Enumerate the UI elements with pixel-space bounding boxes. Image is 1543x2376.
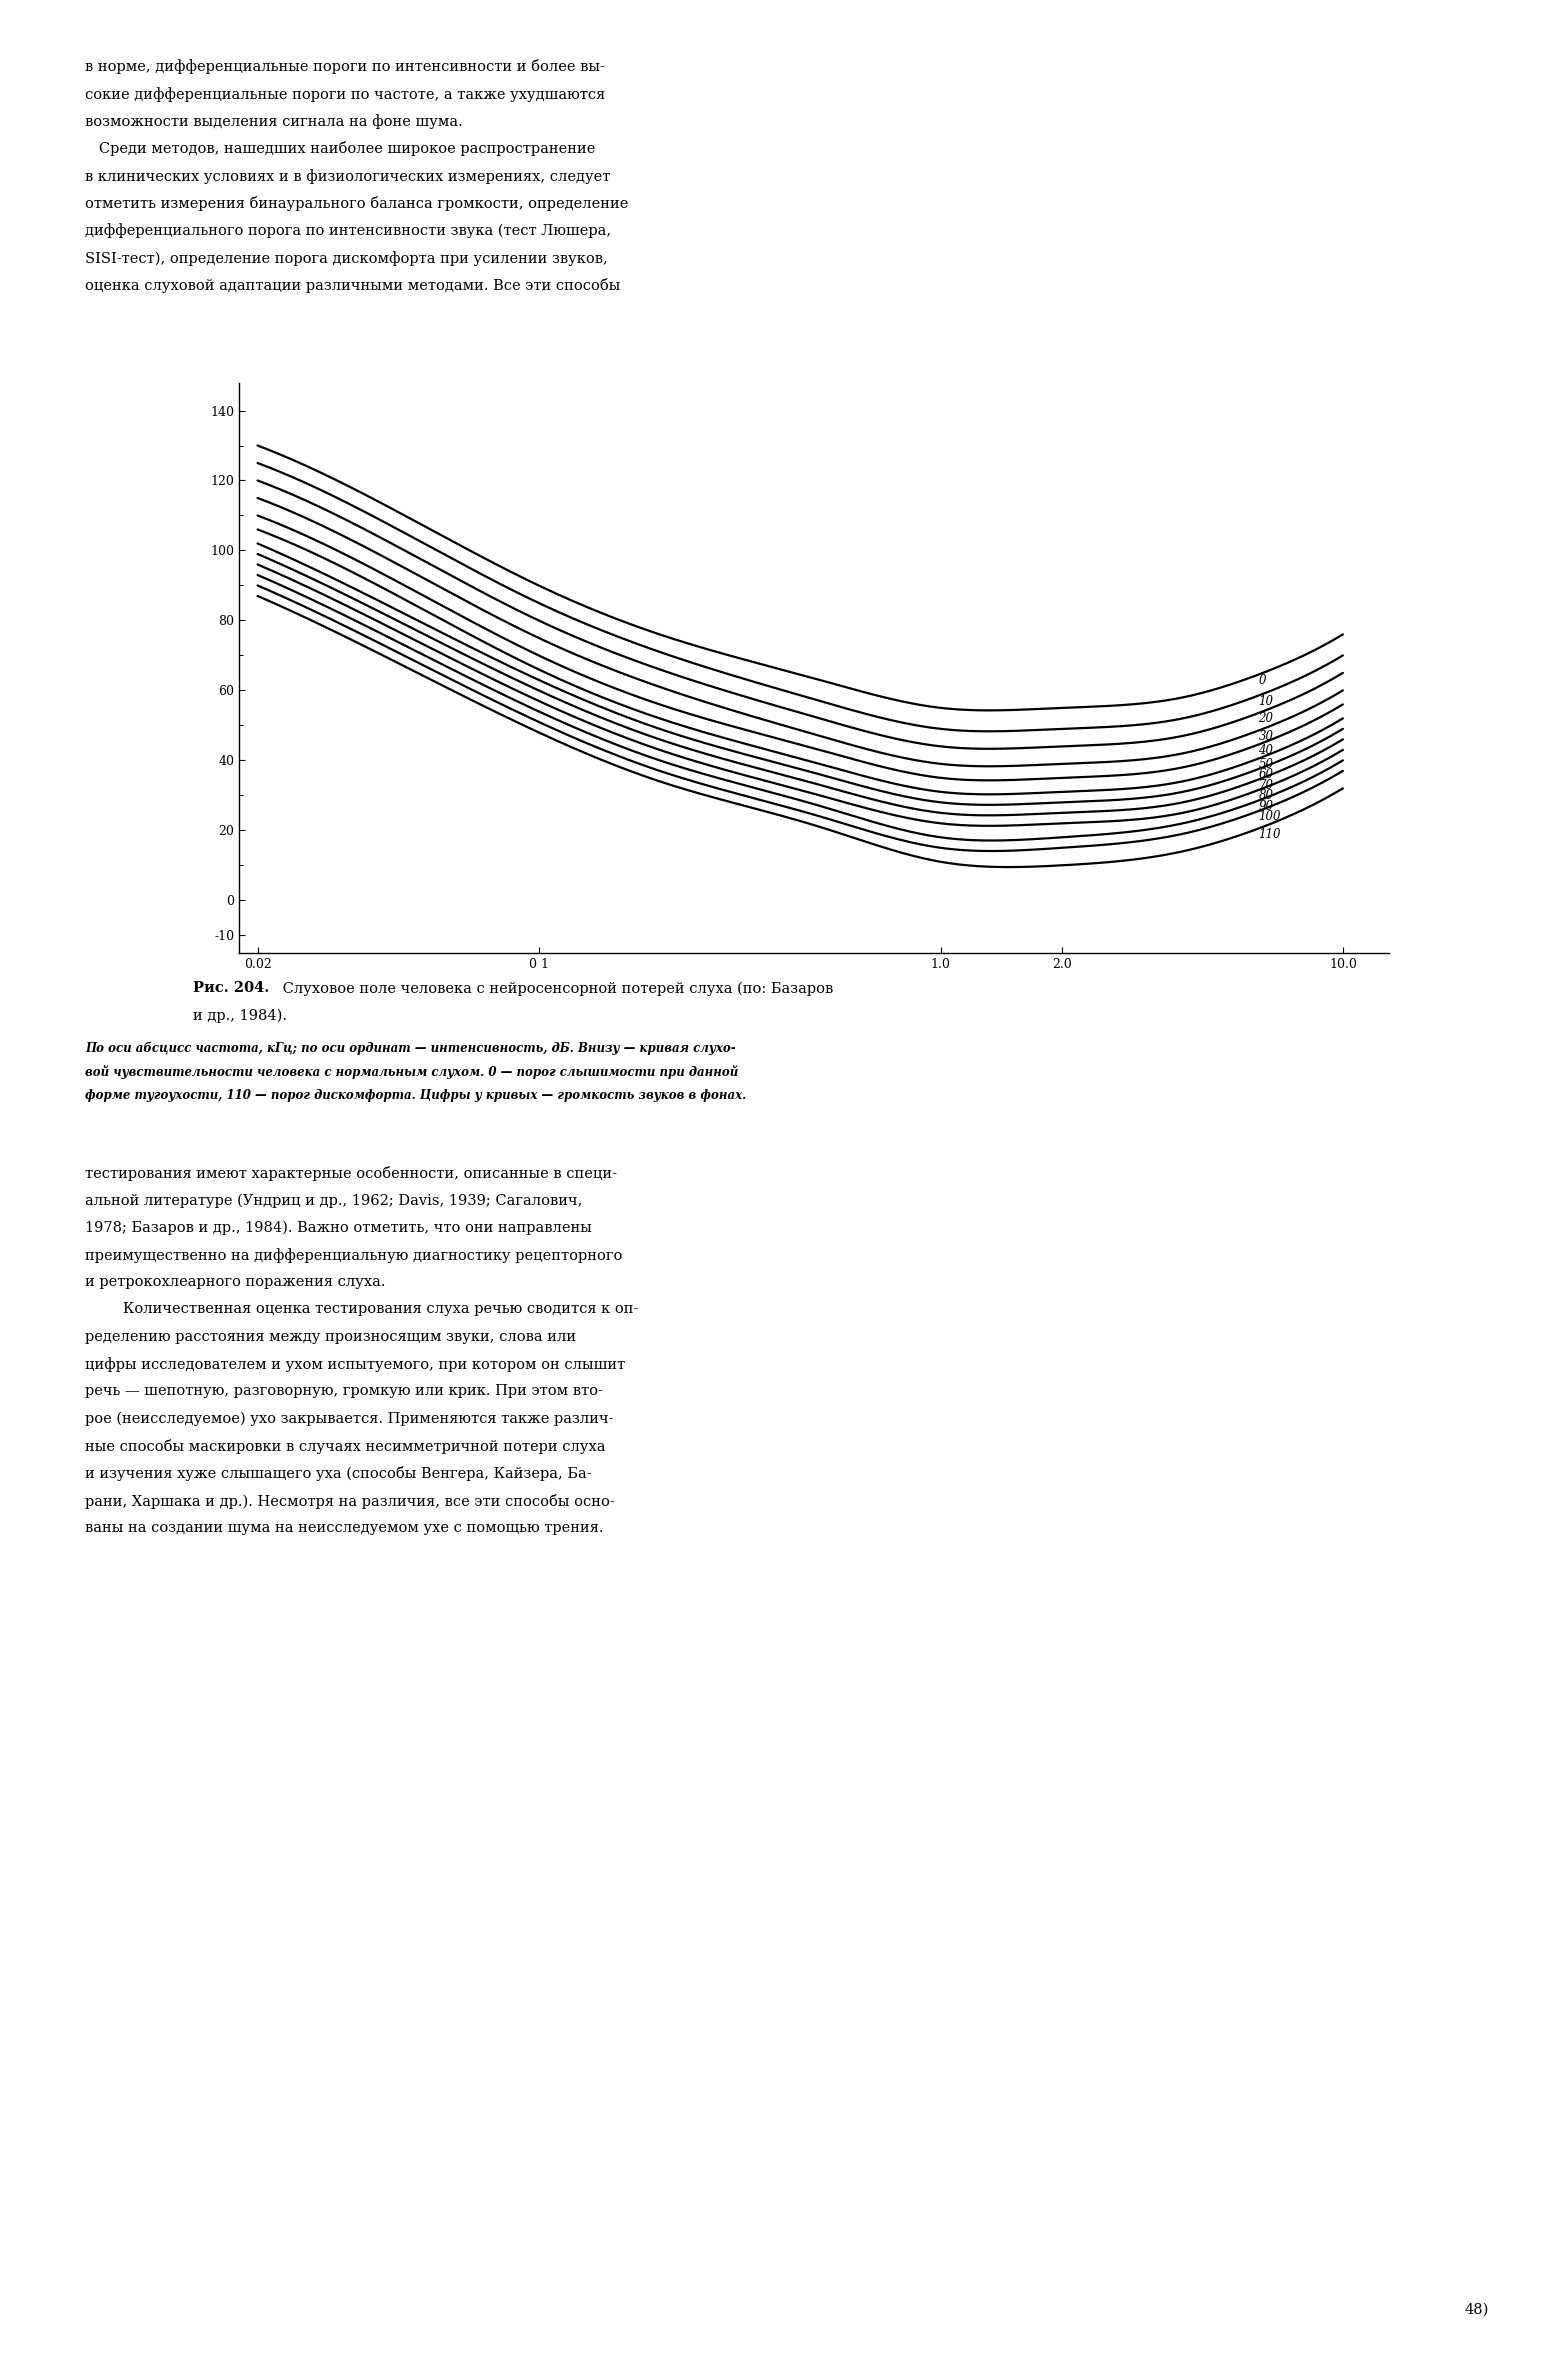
Text: 30: 30 bbox=[1259, 729, 1273, 744]
Text: 48): 48) bbox=[1464, 2302, 1489, 2317]
Text: альной литературе (Ундриц и др., 1962; Davis, 1939; Сагалович,: альной литературе (Ундриц и др., 1962; D… bbox=[85, 1193, 582, 1207]
Text: речь — шепотную, разговорную, громкую или крик. При этом вто-: речь — шепотную, разговорную, громкую ил… bbox=[85, 1385, 603, 1399]
Text: 40: 40 bbox=[1259, 744, 1273, 758]
Text: По оси абсцисс частота, кГц; по оси ординат — интенсивность, дБ. Внизу — кривая : По оси абсцисс частота, кГц; по оси орди… bbox=[85, 1041, 736, 1055]
Text: тестирования имеют характерные особенности, описанные в специ-: тестирования имеют характерные особеннос… bbox=[85, 1167, 617, 1181]
Text: вой чувствительности человека с нормальным слухом. 0 — порог слышимости при данн: вой чувствительности человека с нормальн… bbox=[85, 1064, 738, 1079]
Text: Рис. 204.: Рис. 204. bbox=[193, 981, 268, 996]
Text: возможности выделения сигнала на фоне шума.: возможности выделения сигнала на фоне шу… bbox=[85, 114, 463, 128]
Text: Среди методов, нашедших наиболее широкое распространение: Среди методов, нашедших наиболее широкое… bbox=[85, 143, 596, 157]
Text: и изучения хуже слышащего уха (способы Венгера, Кайзера, Ба-: и изучения хуже слышащего уха (способы В… bbox=[85, 1466, 591, 1480]
Text: 110: 110 bbox=[1259, 827, 1281, 841]
Text: Слуховое поле человека с нейросенсорной потерей слуха (по: Базаров: Слуховое поле человека с нейросенсорной … bbox=[278, 981, 833, 996]
Text: 20: 20 bbox=[1259, 713, 1273, 725]
Text: форме тугоухости, 110 — порог дискомфорта. Цифры у кривых — громкость звуков в ф: форме тугоухости, 110 — порог дискомфорт… bbox=[85, 1091, 747, 1102]
Text: 1978; Базаров и др., 1984). Важно отметить, что они направлены: 1978; Базаров и др., 1984). Важно отмети… bbox=[85, 1221, 591, 1236]
Text: ределению расстояния между произносящим звуки, слова или: ределению расстояния между произносящим … bbox=[85, 1331, 576, 1345]
Text: дифференциального порога по интенсивности звука (тест Люшера,: дифференциального порога по интенсивност… bbox=[85, 223, 611, 238]
Text: 90: 90 bbox=[1259, 801, 1273, 813]
Text: 10: 10 bbox=[1259, 694, 1273, 708]
Text: и др., 1984).: и др., 1984). bbox=[193, 1010, 287, 1024]
Text: преимущественно на дифференциальную диагностику рецепторного: преимущественно на дифференциальную диаг… bbox=[85, 1247, 622, 1262]
Text: SISI-тест), определение порога дискомфорта при усилении звуков,: SISI-тест), определение порога дискомфор… bbox=[85, 252, 608, 266]
Text: и ретрокохлеарного поражения слуха.: и ретрокохлеарного поражения слуха. bbox=[85, 1276, 386, 1290]
Text: ваны на создании шума на неисследуемом ухе с помощью трения.: ваны на создании шума на неисследуемом у… bbox=[85, 1521, 603, 1535]
Text: 80: 80 bbox=[1259, 789, 1273, 803]
Text: рани, Харшака и др.). Несмотря на различия, все эти способы осно-: рани, Харшака и др.). Несмотря на различ… bbox=[85, 1495, 614, 1509]
Text: оценка слуховой адаптации различными методами. Все эти способы: оценка слуховой адаптации различными мет… bbox=[85, 278, 620, 292]
Text: отметить измерения бинаурального баланса громкости, определение: отметить измерения бинаурального баланса… bbox=[85, 197, 628, 211]
Text: 60: 60 bbox=[1259, 767, 1273, 782]
Text: в норме, дифференциальные пороги по интенсивности и более вы-: в норме, дифференциальные пороги по инте… bbox=[85, 59, 605, 74]
Text: цифры исследователем и ухом испытуемого, при котором он слышит: цифры исследователем и ухом испытуемого,… bbox=[85, 1357, 625, 1371]
Text: Количественная оценка тестирования слуха речью сводится к оп-: Количественная оценка тестирования слуха… bbox=[123, 1302, 639, 1316]
Text: в клинических условиях и в физиологических измерениях, следует: в клинических условиях и в физиологическ… bbox=[85, 169, 609, 183]
Text: 0: 0 bbox=[1259, 675, 1265, 687]
Text: 100: 100 bbox=[1259, 810, 1281, 824]
Text: рое (неисследуемое) ухо закрывается. Применяются также различ-: рое (неисследуемое) ухо закрывается. При… bbox=[85, 1411, 614, 1426]
Text: ные способы маскировки в случаях несимметричной потери слуха: ные способы маскировки в случаях несимме… bbox=[85, 1440, 605, 1454]
Text: сокие дифференциальные пороги по частоте, а также ухудшаются: сокие дифференциальные пороги по частоте… bbox=[85, 88, 605, 102]
Text: 50: 50 bbox=[1259, 758, 1273, 770]
Text: 70: 70 bbox=[1259, 779, 1273, 791]
